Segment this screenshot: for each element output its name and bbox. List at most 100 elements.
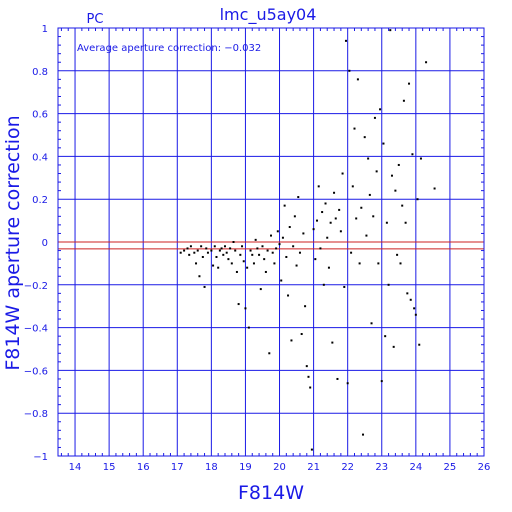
data-point	[261, 245, 264, 248]
reference-lines	[58, 241, 484, 250]
data-point	[258, 253, 261, 256]
x-tick-label: 14	[69, 462, 82, 473]
data-point	[382, 142, 385, 145]
data-point	[293, 215, 296, 218]
data-point	[336, 377, 339, 380]
data-point	[225, 251, 228, 254]
data-point	[283, 204, 286, 207]
data-point	[362, 433, 365, 436]
data-point	[312, 228, 315, 231]
data-point	[389, 29, 392, 32]
data-point	[287, 294, 290, 297]
y-tick-label: −0.2	[24, 281, 48, 292]
data-point	[360, 206, 363, 209]
data-point	[247, 326, 250, 329]
y-tick-label: 0.2	[32, 195, 48, 206]
data-point	[275, 247, 278, 250]
data-point	[297, 196, 300, 199]
data-point	[237, 303, 240, 306]
data-point	[300, 333, 303, 336]
x-tick-label: 17	[171, 462, 184, 473]
data-point	[254, 238, 257, 241]
data-point	[203, 285, 206, 288]
data-point	[365, 234, 368, 237]
data-point	[227, 258, 230, 261]
data-point	[358, 262, 361, 265]
y-tick-label: −0.8	[24, 409, 48, 420]
data-point	[314, 258, 317, 261]
data-point	[302, 232, 305, 235]
data-point	[380, 380, 383, 383]
data-point	[273, 262, 276, 265]
data-point	[189, 245, 192, 248]
data-point	[387, 283, 390, 286]
data-point	[317, 185, 320, 188]
data-point	[373, 116, 376, 119]
data-point	[419, 157, 422, 160]
x-axis-title: F814W	[238, 482, 304, 504]
data-point	[384, 335, 387, 338]
y-tick-label: −1	[33, 452, 48, 463]
data-point	[264, 270, 267, 273]
data-point	[327, 266, 330, 269]
data-point	[334, 217, 337, 220]
chart-subtitle: PC	[87, 12, 104, 27]
data-point	[355, 217, 358, 220]
data-point	[333, 191, 336, 194]
x-tick-label: 18	[205, 462, 218, 473]
x-tick-label: 22	[341, 462, 354, 473]
data-point	[322, 283, 325, 286]
chart-title: lmc_u5ay04	[220, 5, 317, 25]
data-point	[390, 174, 393, 177]
data-point	[252, 262, 255, 265]
data-point	[295, 264, 298, 267]
data-point	[229, 247, 232, 250]
data-point	[396, 253, 399, 256]
data-point	[394, 189, 397, 192]
y-axis-title: F814W aperture correction	[2, 115, 24, 370]
data-point	[266, 249, 269, 252]
data-point	[246, 266, 249, 269]
data-point	[363, 136, 366, 139]
data-point	[399, 262, 402, 265]
data-point	[298, 251, 301, 254]
chart-annotation: Average aperture correction: −0.032	[77, 43, 261, 54]
data-point	[351, 185, 354, 188]
data-point	[186, 247, 189, 250]
data-point	[343, 285, 346, 288]
data-point	[375, 170, 378, 173]
data-point	[326, 236, 329, 239]
data-point	[402, 99, 405, 102]
data-point	[416, 198, 419, 201]
data-point	[356, 78, 359, 81]
y-tick-label: 0.8	[32, 67, 48, 78]
x-tick-labels: 14 15 16 17 18 19 20 21 22 23 24 25 26	[69, 462, 491, 473]
plot-frame	[57, 27, 485, 457]
x-tick-label: 20	[273, 462, 286, 473]
data-point	[244, 307, 247, 310]
x-tick-label: 21	[307, 462, 320, 473]
data-point	[198, 275, 201, 278]
data-point	[220, 247, 223, 250]
data-point	[406, 292, 409, 295]
data-point	[280, 279, 283, 282]
data-point	[249, 249, 252, 252]
data-point	[215, 255, 218, 258]
data-point	[196, 249, 199, 252]
data-point	[292, 245, 295, 248]
y-tick-label: −0.4	[24, 324, 48, 335]
data-point	[379, 108, 382, 111]
data-point	[401, 204, 404, 207]
data-point	[200, 245, 203, 248]
data-point	[409, 298, 412, 301]
data-point	[338, 208, 341, 211]
data-point	[222, 253, 225, 256]
data-point	[392, 345, 395, 348]
data-point	[251, 253, 254, 256]
data-point	[241, 245, 244, 248]
data-point	[281, 236, 284, 239]
data-point	[271, 251, 274, 254]
data-point	[331, 341, 334, 344]
data-point	[263, 258, 266, 261]
